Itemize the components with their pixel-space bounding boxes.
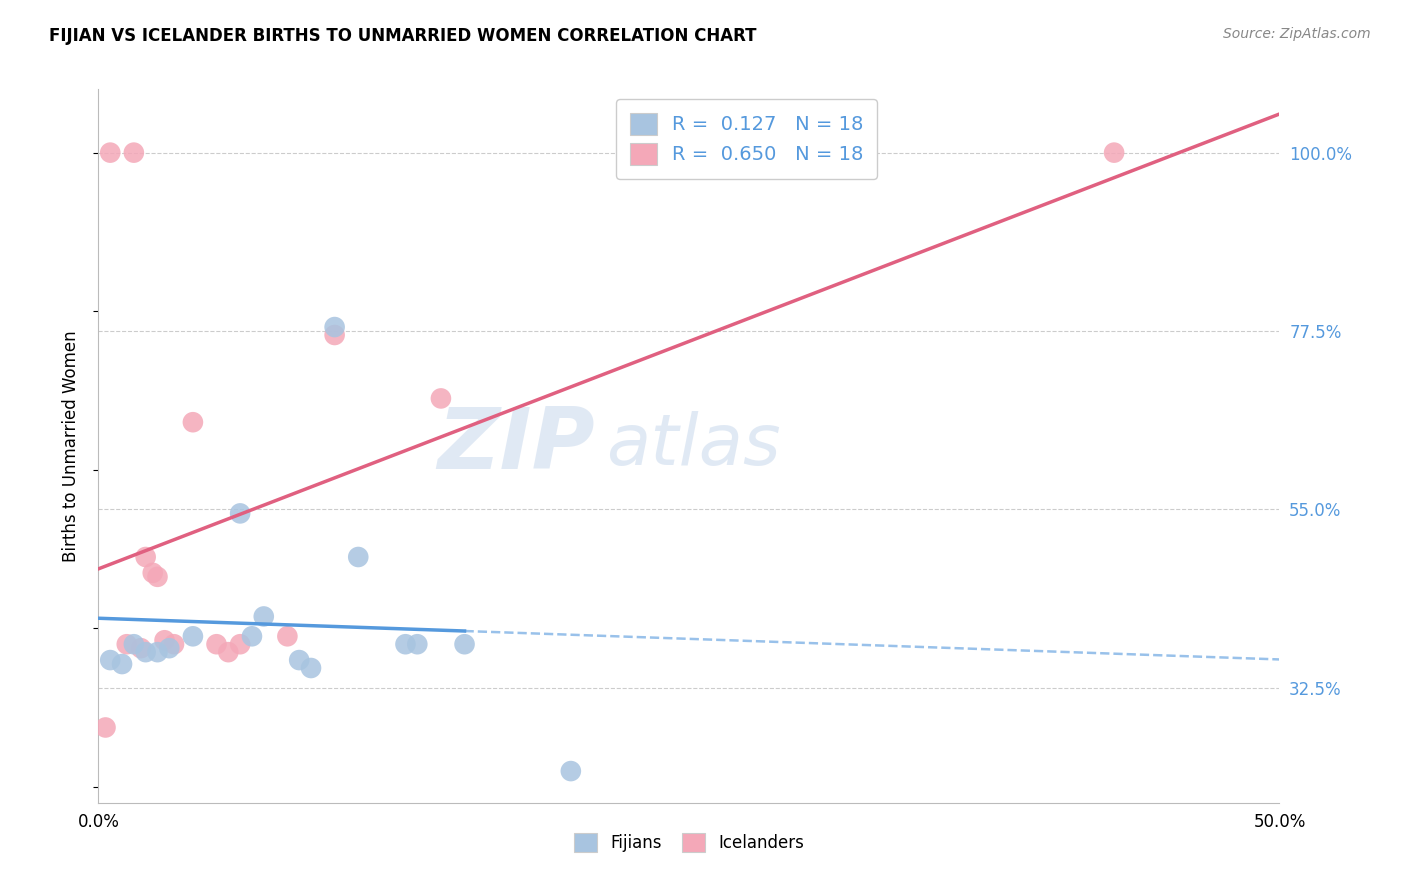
Point (205, 637, 228, 651)
Point (153, 633, 176, 648)
Point (229, 637, 252, 651)
Point (253, 609, 276, 624)
Point (135, 549, 157, 564)
Point (276, 629, 298, 643)
Point (115, 637, 138, 651)
Point (181, 415, 204, 429)
Point (181, 629, 204, 643)
Point (98, 145, 121, 160)
Text: atlas: atlas (606, 411, 780, 481)
Point (323, 328, 346, 343)
Text: FIJIAN VS ICELANDER BIRTHS TO UNMARRIED WOMEN CORRELATION CHART: FIJIAN VS ICELANDER BIRTHS TO UNMARRIED … (49, 27, 756, 45)
Point (323, 320, 346, 334)
Legend: Fijians, Icelanders: Fijians, Icelanders (567, 826, 811, 859)
Y-axis label: Births to Unmarried Women: Births to Unmarried Women (62, 330, 80, 562)
Point (122, 145, 145, 160)
Point (394, 637, 416, 651)
Point (288, 653, 311, 667)
Point (163, 637, 186, 651)
Point (129, 641, 152, 656)
Point (135, 645, 157, 659)
Point (347, 549, 370, 564)
Point (94, 721, 117, 735)
Point (453, 637, 475, 651)
Point (217, 645, 239, 659)
Point (299, 661, 322, 675)
Point (146, 570, 169, 584)
Point (146, 645, 169, 659)
Point (229, 507, 252, 521)
Point (98, 653, 121, 667)
Text: Source: ZipAtlas.com: Source: ZipAtlas.com (1223, 27, 1371, 41)
Point (142, 566, 165, 580)
Point (406, 637, 429, 651)
Text: ZIP: ZIP (437, 404, 595, 488)
Point (111, 657, 134, 671)
Point (1102, 145, 1125, 160)
Point (430, 392, 453, 406)
Point (157, 641, 180, 656)
Point (240, 629, 263, 643)
Point (122, 637, 145, 651)
Point (560, 764, 582, 778)
